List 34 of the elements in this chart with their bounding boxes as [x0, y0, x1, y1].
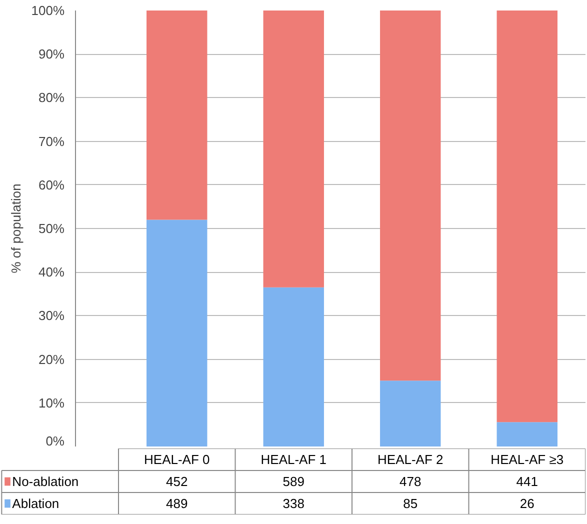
- y-tick-label: 80%: [38, 90, 65, 106]
- x-tick-label: HEAL-AF 1: [260, 452, 327, 467]
- text: 441: [516, 474, 538, 489]
- y-tick-label: 20%: [38, 352, 65, 367]
- bar: [380, 380, 441, 446]
- y-tick-label: 90%: [38, 46, 65, 62]
- y-axis-title: % of population: [8, 184, 24, 274]
- text: 478: [400, 474, 422, 489]
- text: 589: [282, 474, 304, 489]
- x-tick-label: HEAL-AF ≥3: [490, 452, 564, 467]
- bar: [263, 287, 324, 446]
- text: 338: [282, 496, 304, 511]
- legend-label: Ablation: [12, 496, 60, 511]
- x-tick-label: HEAL-AF 2: [378, 452, 444, 467]
- bar: [146, 10, 208, 220]
- bar: [146, 220, 208, 446]
- y-tick-label: 30%: [38, 308, 65, 324]
- y-tick-label: 60%: [38, 177, 65, 192]
- bar: [496, 10, 558, 422]
- text: 85: [403, 496, 418, 511]
- bar: [263, 10, 324, 288]
- legend-label: No-ablation: [12, 474, 79, 489]
- y-tick-label: 40%: [38, 264, 65, 280]
- bar: [380, 10, 441, 381]
- y-tick-label: 50%: [38, 221, 65, 236]
- y-tick-label: 0%: [46, 434, 65, 448]
- bar: [496, 422, 558, 446]
- x-tick-label: HEAL-AF 0: [144, 452, 210, 467]
- y-tick-label: 70%: [38, 134, 65, 149]
- y-tick-label: 10%: [38, 395, 65, 410]
- text: 26: [520, 496, 534, 511]
- y-tick-label: 100%: [31, 3, 65, 18]
- text: 452: [166, 474, 188, 489]
- text: 489: [166, 496, 188, 511]
